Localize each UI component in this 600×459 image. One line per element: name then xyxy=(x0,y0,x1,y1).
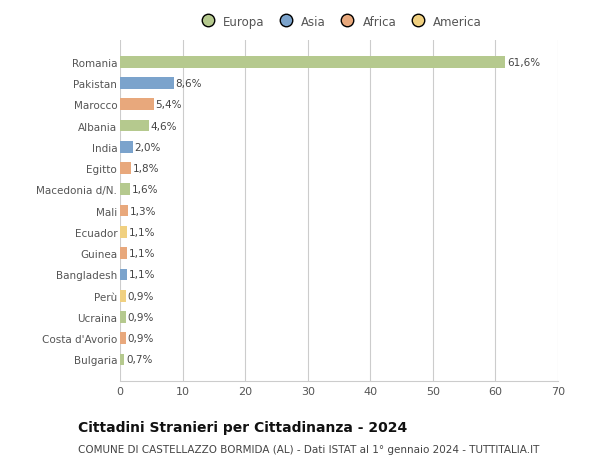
Text: Cittadini Stranieri per Cittadinanza - 2024: Cittadini Stranieri per Cittadinanza - 2… xyxy=(78,420,407,434)
Bar xyxy=(120,99,154,111)
Bar xyxy=(120,184,130,196)
Text: 0,9%: 0,9% xyxy=(128,334,154,343)
Text: 0,9%: 0,9% xyxy=(128,291,154,301)
Text: COMUNE DI CASTELLAZZO BORMIDA (AL) - Dati ISTAT al 1° gennaio 2024 - TUTTITALIA.: COMUNE DI CASTELLAZZO BORMIDA (AL) - Dat… xyxy=(78,444,539,454)
Text: 1,6%: 1,6% xyxy=(132,185,158,195)
Bar xyxy=(120,354,124,365)
Text: 1,8%: 1,8% xyxy=(133,164,160,174)
Text: 61,6%: 61,6% xyxy=(508,57,541,67)
Bar xyxy=(120,269,127,280)
Bar xyxy=(120,205,128,217)
Text: 1,1%: 1,1% xyxy=(129,249,155,258)
Bar xyxy=(120,333,125,344)
Text: 1,1%: 1,1% xyxy=(129,270,155,280)
Bar xyxy=(120,142,133,153)
Bar xyxy=(120,57,505,68)
Bar xyxy=(120,120,149,132)
Bar xyxy=(120,227,127,238)
Bar xyxy=(120,163,131,174)
Text: 0,7%: 0,7% xyxy=(126,355,152,365)
Bar xyxy=(120,248,127,259)
Bar xyxy=(120,78,174,90)
Text: 1,3%: 1,3% xyxy=(130,206,157,216)
Text: 0,9%: 0,9% xyxy=(128,312,154,322)
Text: 4,6%: 4,6% xyxy=(151,121,177,131)
Text: 2,0%: 2,0% xyxy=(134,142,161,152)
Text: 8,6%: 8,6% xyxy=(176,79,202,89)
Text: 5,4%: 5,4% xyxy=(155,100,182,110)
Bar xyxy=(120,290,125,302)
Bar xyxy=(120,311,125,323)
Legend: Europa, Asia, Africa, America: Europa, Asia, Africa, America xyxy=(194,13,484,31)
Text: 1,1%: 1,1% xyxy=(129,227,155,237)
